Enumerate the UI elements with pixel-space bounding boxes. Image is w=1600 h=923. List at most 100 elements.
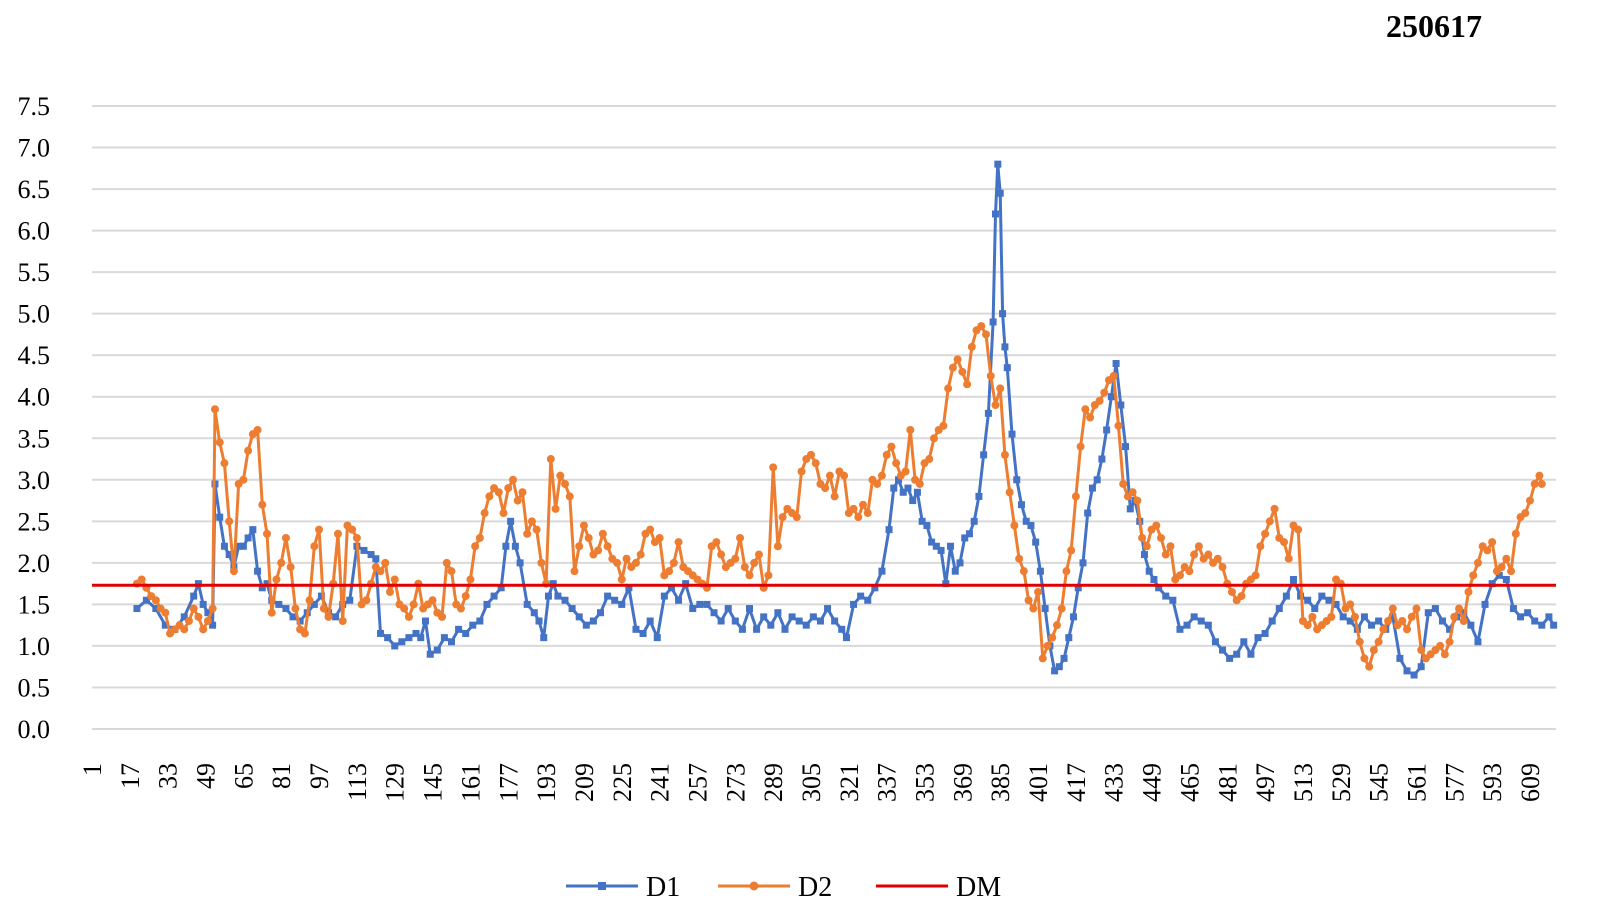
data-point [377, 629, 385, 637]
x-tick-label: 497 [1251, 763, 1280, 802]
data-point [400, 604, 409, 613]
data-point [1284, 554, 1293, 563]
data-point [986, 371, 995, 380]
data-point [961, 534, 969, 542]
data-point [1098, 455, 1106, 463]
data-point [929, 434, 938, 443]
data-point [1010, 521, 1019, 530]
data-point [1024, 596, 1033, 605]
data-point [1431, 605, 1439, 613]
data-point [381, 558, 390, 567]
x-tick-label: 161 [456, 763, 485, 802]
data-point [1545, 613, 1553, 621]
data-point [1282, 592, 1290, 600]
data-point [1043, 641, 1052, 650]
data-point [873, 479, 882, 488]
data-point [991, 210, 999, 218]
data-point [809, 613, 817, 621]
data-point [433, 646, 441, 654]
data-point [1440, 650, 1449, 659]
data-point [1027, 521, 1035, 529]
data-point [830, 492, 839, 501]
data-point [300, 629, 309, 638]
x-tick-label: 177 [494, 763, 523, 802]
data-point [338, 617, 347, 626]
data-point [802, 621, 810, 629]
data-point [1038, 654, 1047, 663]
data-point [989, 318, 997, 326]
data-point [490, 592, 498, 600]
data-point [665, 567, 674, 576]
data-point [953, 355, 962, 364]
data-point [948, 363, 957, 372]
x-tick-label: 33 [154, 763, 183, 789]
data-point [426, 650, 434, 658]
data-point [561, 596, 569, 604]
series-line-d1 [135, 162, 1555, 677]
data-point [1294, 525, 1303, 534]
series-d2 [132, 322, 1546, 671]
data-point [1396, 654, 1404, 662]
data-point [372, 555, 380, 563]
x-tick-label: 577 [1440, 763, 1469, 802]
data-point [909, 497, 917, 505]
data-point [1247, 650, 1255, 658]
data-point [906, 425, 915, 434]
data-point [1233, 650, 1241, 658]
data-point [203, 617, 212, 626]
data-point [1318, 592, 1326, 600]
data-point [244, 446, 253, 455]
x-tick-label: 465 [1175, 763, 1204, 802]
data-point [516, 559, 524, 567]
data-point [1521, 509, 1530, 518]
data-point [1379, 625, 1388, 634]
x-tick-label: 385 [986, 763, 1015, 802]
data-point [754, 550, 763, 559]
data-point [1226, 654, 1234, 662]
data-point [1019, 567, 1028, 576]
data-point [859, 500, 868, 509]
y-tick-label: 0.5 [18, 673, 51, 702]
data-point [332, 613, 340, 621]
data-point [1384, 617, 1393, 626]
data-point [376, 567, 385, 576]
data-point [689, 605, 697, 613]
x-tick-label: 321 [835, 763, 864, 802]
data-point [412, 629, 420, 637]
data-point [738, 625, 746, 633]
data-point [442, 558, 451, 567]
data-point [1067, 546, 1076, 555]
data-point [367, 551, 375, 559]
data-point [753, 625, 761, 633]
legend-marker [749, 881, 759, 891]
y-tick-label: 2.0 [18, 549, 51, 578]
data-point [1162, 592, 1170, 600]
data-point [821, 484, 830, 493]
data-point [1417, 646, 1426, 655]
data-point [575, 542, 584, 551]
legend-marker [598, 882, 606, 890]
data-point [289, 613, 297, 621]
data-point [511, 542, 519, 550]
x-tick-label: 369 [948, 763, 977, 802]
data-point [180, 625, 189, 634]
data-point [1502, 554, 1511, 563]
data-point [239, 475, 248, 484]
data-point [792, 513, 801, 522]
data-point [1013, 476, 1021, 484]
x-tick-label: 97 [305, 763, 334, 789]
data-point [409, 600, 418, 609]
data-point [1036, 567, 1044, 575]
data-point [632, 625, 640, 633]
data-point [857, 592, 865, 600]
data-point [466, 575, 475, 584]
data-point [939, 421, 948, 430]
data-point [669, 558, 678, 567]
data-point [346, 596, 354, 604]
data-point [892, 459, 901, 468]
data-point [795, 617, 803, 625]
data-point [556, 471, 565, 480]
data-point [428, 596, 437, 605]
data-point [1227, 587, 1236, 596]
data-point [1166, 542, 1175, 551]
